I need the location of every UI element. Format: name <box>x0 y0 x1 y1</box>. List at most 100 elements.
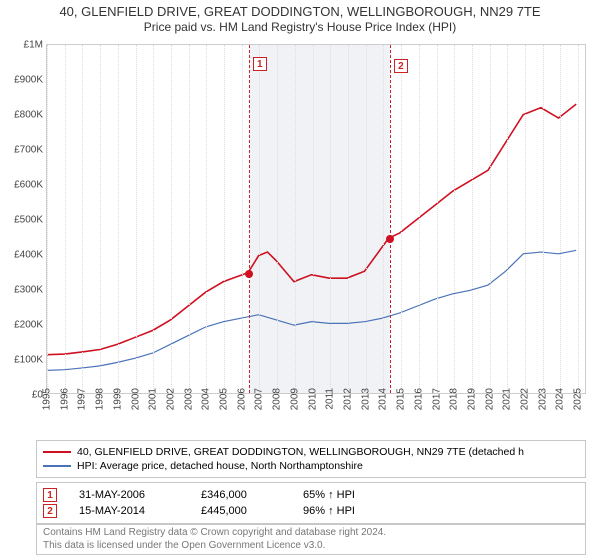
event-row: 1 31-MAY-2006 £346,000 65% ↑ HPI <box>43 487 579 503</box>
event-vline <box>390 45 391 393</box>
x-tick-label: 2022 <box>520 388 531 410</box>
x-tick-label: 2008 <box>272 388 283 410</box>
y-tick-label: £600K <box>3 180 43 191</box>
legend-row: HPI: Average price, detached house, Nort… <box>43 459 579 473</box>
legend-label: 40, GLENFIELD DRIVE, GREAT DODDINGTON, W… <box>77 446 524 458</box>
y-tick-label: £1M <box>3 40 43 51</box>
x-gridline <box>171 45 172 393</box>
event-price: £445,000 <box>201 505 281 517</box>
x-tick-label: 2011 <box>325 388 336 410</box>
chart-title: 40, GLENFIELD DRIVE, GREAT DODDINGTON, W… <box>0 0 600 19</box>
x-tick-label: 2020 <box>484 388 495 410</box>
legend-swatch <box>43 451 71 453</box>
plot-svg <box>47 45 585 393</box>
y-tick-label: £900K <box>3 75 43 86</box>
y-tick-label: £800K <box>3 110 43 121</box>
x-gridline <box>348 45 349 393</box>
legend: 40, GLENFIELD DRIVE, GREAT DODDINGTON, W… <box>36 440 586 478</box>
event-marker-icon: 1 <box>253 57 267 71</box>
x-tick-label: 2017 <box>431 388 442 410</box>
x-gridline <box>383 45 384 393</box>
x-tick-label: 2009 <box>289 388 300 410</box>
x-tick-label: 2018 <box>449 388 460 410</box>
x-gridline <box>206 45 207 393</box>
x-tick-label: 2016 <box>413 388 424 410</box>
legend-swatch <box>43 465 71 467</box>
x-tick-label: 2010 <box>307 388 318 410</box>
y-tick-label: £500K <box>3 215 43 226</box>
x-tick-label: 2019 <box>466 388 477 410</box>
x-gridline <box>543 45 544 393</box>
x-gridline <box>224 45 225 393</box>
x-tick-label: 1995 <box>42 388 53 410</box>
x-gridline <box>65 45 66 393</box>
x-tick-label: 1997 <box>77 388 88 410</box>
x-tick-label: 2000 <box>130 388 141 410</box>
event-vline <box>249 45 250 393</box>
event-row: 2 15-MAY-2014 £445,000 96% ↑ HPI <box>43 503 579 519</box>
x-gridline <box>560 45 561 393</box>
x-gridline <box>454 45 455 393</box>
x-gridline <box>401 45 402 393</box>
x-gridline <box>490 45 491 393</box>
x-tick-label: 2002 <box>165 388 176 410</box>
x-gridline <box>525 45 526 393</box>
x-gridline <box>47 45 48 393</box>
x-tick-label: 2005 <box>219 388 230 410</box>
x-gridline <box>366 45 367 393</box>
x-tick-label: 2014 <box>378 388 389 410</box>
x-tick-label: 2023 <box>537 388 548 410</box>
footer: Contains HM Land Registry data © Crown c… <box>36 524 586 555</box>
event-marker-icon: 1 <box>43 488 57 502</box>
x-gridline <box>277 45 278 393</box>
events-table: 1 31-MAY-2006 £346,000 65% ↑ HPI 2 15-MA… <box>36 482 586 524</box>
legend-label: HPI: Average price, detached house, Nort… <box>77 460 363 472</box>
x-gridline <box>100 45 101 393</box>
x-gridline <box>437 45 438 393</box>
event-date: 31-MAY-2006 <box>79 489 179 501</box>
y-tick-label: £300K <box>3 285 43 296</box>
x-tick-label: 2003 <box>183 388 194 410</box>
x-tick-label: 2021 <box>502 388 513 410</box>
footer-line: Contains HM Land Registry data © Crown c… <box>43 527 579 540</box>
x-gridline <box>118 45 119 393</box>
x-gridline <box>419 45 420 393</box>
chart-area: £0£100K£200K£300K£400K£500K£600K£700K£80… <box>46 44 586 394</box>
x-tick-label: 1999 <box>112 388 123 410</box>
x-tick-label: 2024 <box>555 388 566 410</box>
chart-subtitle: Price paid vs. HM Land Registry's House … <box>0 19 600 34</box>
y-tick-label: £400K <box>3 250 43 261</box>
y-tick-label: £100K <box>3 355 43 366</box>
event-marker-icon: 2 <box>394 59 408 73</box>
event-marker-icon: 2 <box>43 504 57 518</box>
legend-row: 40, GLENFIELD DRIVE, GREAT DODDINGTON, W… <box>43 445 579 459</box>
x-tick-label: 2015 <box>396 388 407 410</box>
x-gridline <box>153 45 154 393</box>
y-tick-label: £200K <box>3 320 43 331</box>
data-point-icon <box>245 270 253 278</box>
x-tick-label: 2013 <box>360 388 371 410</box>
y-tick-label: £0 <box>3 390 43 401</box>
x-tick-label: 2025 <box>573 388 584 410</box>
x-gridline <box>136 45 137 393</box>
x-gridline <box>578 45 579 393</box>
x-gridline <box>189 45 190 393</box>
event-date: 15-MAY-2014 <box>79 505 179 517</box>
x-tick-label: 2001 <box>148 388 159 410</box>
x-gridline <box>313 45 314 393</box>
x-tick-label: 1996 <box>59 388 70 410</box>
x-gridline <box>82 45 83 393</box>
x-gridline <box>330 45 331 393</box>
event-pct: 96% ↑ HPI <box>303 505 355 517</box>
x-gridline <box>472 45 473 393</box>
x-gridline <box>507 45 508 393</box>
x-gridline <box>295 45 296 393</box>
x-tick-label: 2006 <box>236 388 247 410</box>
x-gridline <box>259 45 260 393</box>
x-tick-label: 2004 <box>201 388 212 410</box>
event-price: £346,000 <box>201 489 281 501</box>
data-point-icon <box>386 235 394 243</box>
event-pct: 65% ↑ HPI <box>303 489 355 501</box>
y-tick-label: £700K <box>3 145 43 156</box>
footer-line: This data is licensed under the Open Gov… <box>43 540 579 553</box>
